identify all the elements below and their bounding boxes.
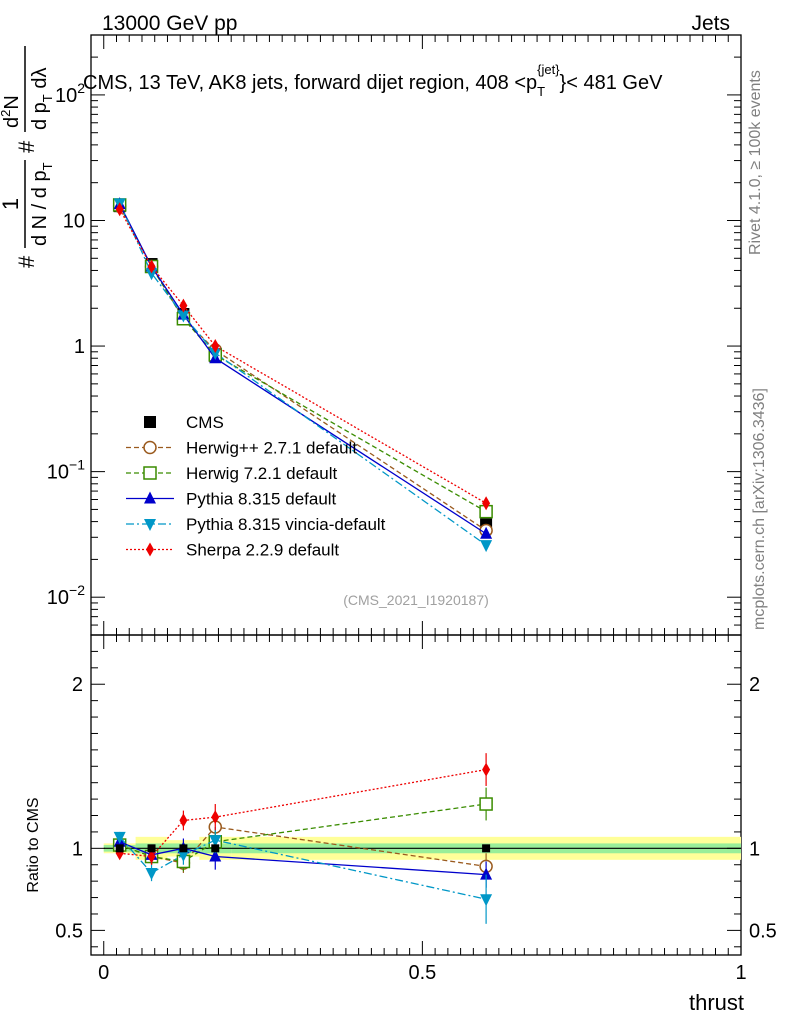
marker-square (144, 416, 156, 428)
series-herwig-2-7-1-default (112, 199, 493, 538)
marker-open-square (479, 797, 493, 811)
marker-triangle-down (209, 835, 222, 848)
marker-square (179, 844, 188, 853)
x-axis-title: thrust (689, 990, 744, 1015)
marker-triangle-down (113, 831, 126, 844)
marker-square (147, 844, 156, 853)
ratio-series-cms (115, 844, 491, 853)
y-tick-label: 102 (55, 80, 85, 107)
marker-square (115, 844, 124, 853)
legend-entry: Sherpa 2.2.9 default (126, 541, 339, 560)
marker-diamond (211, 810, 220, 825)
marker-triangle-down (145, 867, 158, 880)
legend-label: Sherpa 2.2.9 default (186, 541, 339, 560)
marker-diamond (482, 762, 491, 777)
y-axis-title: # 1 d N / d pT # d2N d pT dλ (0, 46, 55, 268)
analysis-id: (CMS_2021_I1920187) (343, 592, 489, 608)
y-tick-label: 1 (74, 336, 85, 358)
legend-label: Pythia 8.315 vincia-default (186, 515, 386, 534)
marker-triangle-down (145, 268, 158, 281)
marker-triangle-down (480, 894, 493, 907)
plot-title: CMS, 13 TeV, AK8 jets, forward dijet reg… (83, 62, 663, 99)
ratio-series (112, 753, 493, 924)
marker-diamond (179, 813, 188, 828)
ratio-y-axis-title: Ratio to CMS (25, 797, 42, 892)
legend-label: Herwig++ 2.7.1 default (186, 439, 357, 458)
marker-triangle-down (480, 540, 493, 553)
marker-diamond (147, 849, 156, 864)
series-line (119, 203, 487, 535)
ratio-series-pythia-8-315-vincia-default (113, 827, 493, 924)
marker-diamond (146, 542, 154, 557)
ratio-uncertainty-bands (103, 836, 741, 860)
marker-triangle-down (144, 519, 156, 531)
main-axes: 10−2 10−1 1 10 102 0 0.5 1 (47, 34, 747, 984)
marker-square (211, 844, 220, 853)
series-pythia-8-315-default (113, 197, 493, 539)
series-line (119, 208, 487, 504)
legend: CMS Herwig++ 2.7.1 default Herwig 7.2.1 de… (126, 413, 386, 560)
y-tick-label: 10 (63, 210, 85, 232)
legend-entry: CMS (144, 413, 224, 432)
y-title-frac2-den: d pT dλ (29, 68, 55, 130)
ratio-axes: 0.5 0.5 1 1 2 2 (55, 650, 777, 948)
ratio-plot-frame (90, 634, 742, 956)
legend-entry: Herwig 7.2.1 default (126, 464, 337, 483)
marker-diamond (179, 298, 188, 313)
marker-diamond (147, 259, 156, 274)
x-tick-label: 0 (98, 962, 109, 984)
legend-entry: Herwig++ 2.7.1 default (126, 439, 357, 458)
y-tick-label: 10−1 (47, 457, 85, 484)
y-tick-label: 10−2 (47, 582, 85, 609)
marker-diamond (482, 496, 491, 511)
marker-diamond (115, 202, 124, 217)
marker-open-square (143, 466, 157, 480)
x-tick-label: 1 (735, 962, 746, 984)
header-energy: 13000 GeV pp (102, 12, 237, 35)
y-title-hash: # (14, 255, 39, 268)
legend-label: CMS (186, 413, 224, 432)
ratio-y-tick-label-right: 0.5 (749, 920, 777, 942)
header-category: Jets (691, 12, 730, 35)
marker-square (482, 844, 491, 853)
marker-triangle-up (480, 867, 493, 880)
legend-entry: Pythia 8.315 vincia-default (126, 515, 386, 534)
ratio-series-sherpa-2-2-9-default (115, 753, 491, 865)
rivet-version-label: Rivet 4.1.0, ≥ 100k events (747, 70, 764, 255)
ratio-y-tick-label: 1 (72, 838, 83, 860)
marker-triangle-down (209, 348, 222, 361)
mcplots-label: mcplots.cern.ch [arXiv:1306.3436] (751, 388, 768, 630)
legend-entry: Pythia 8.315 default (126, 490, 337, 509)
series-sherpa-2-2-9-default (115, 202, 491, 511)
main-series (112, 197, 493, 553)
marker-triangle-up (144, 491, 156, 504)
y-title-frac2-num: d2N (0, 95, 23, 128)
y-title-hash-2: # (14, 140, 39, 153)
marker-open-circle (143, 440, 157, 455)
y-title-frac1-num: 1 (0, 198, 23, 210)
y-title-frac1-den: d N / d pT (29, 162, 55, 246)
legend-label: Herwig 7.2.1 default (186, 464, 337, 483)
marker-triangle-up (209, 849, 222, 862)
ratio-y-tick-label: 2 (72, 674, 83, 696)
marker-triangle-down (177, 310, 190, 323)
marker-triangle-up (480, 526, 493, 539)
marker-diamond (211, 339, 220, 354)
ratio-y-tick-label-right: 1 (749, 838, 760, 860)
legend-label: Pythia 8.315 default (186, 490, 337, 509)
ratio-y-tick-label: 0.5 (55, 920, 83, 942)
x-tick-label: 0.5 (408, 962, 436, 984)
ratio-y-tick-label-right: 2 (749, 674, 760, 696)
marker-triangle-down (177, 849, 190, 862)
